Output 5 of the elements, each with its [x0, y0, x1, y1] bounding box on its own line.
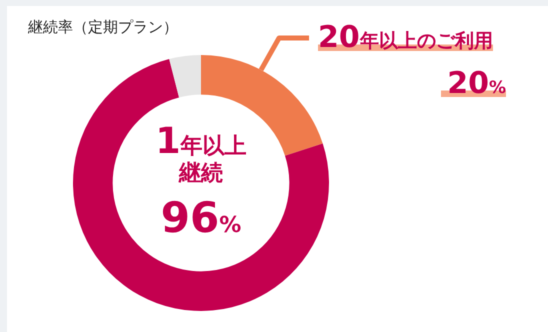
text: 96% — [160, 193, 242, 242]
data-label: 20% — [447, 66, 506, 101]
chart-title: 継続率（定期プラン） — [28, 18, 178, 37]
text: 1年以上継続 — [155, 121, 247, 186]
slice-label: 20年以上のご利用 — [318, 20, 493, 55]
